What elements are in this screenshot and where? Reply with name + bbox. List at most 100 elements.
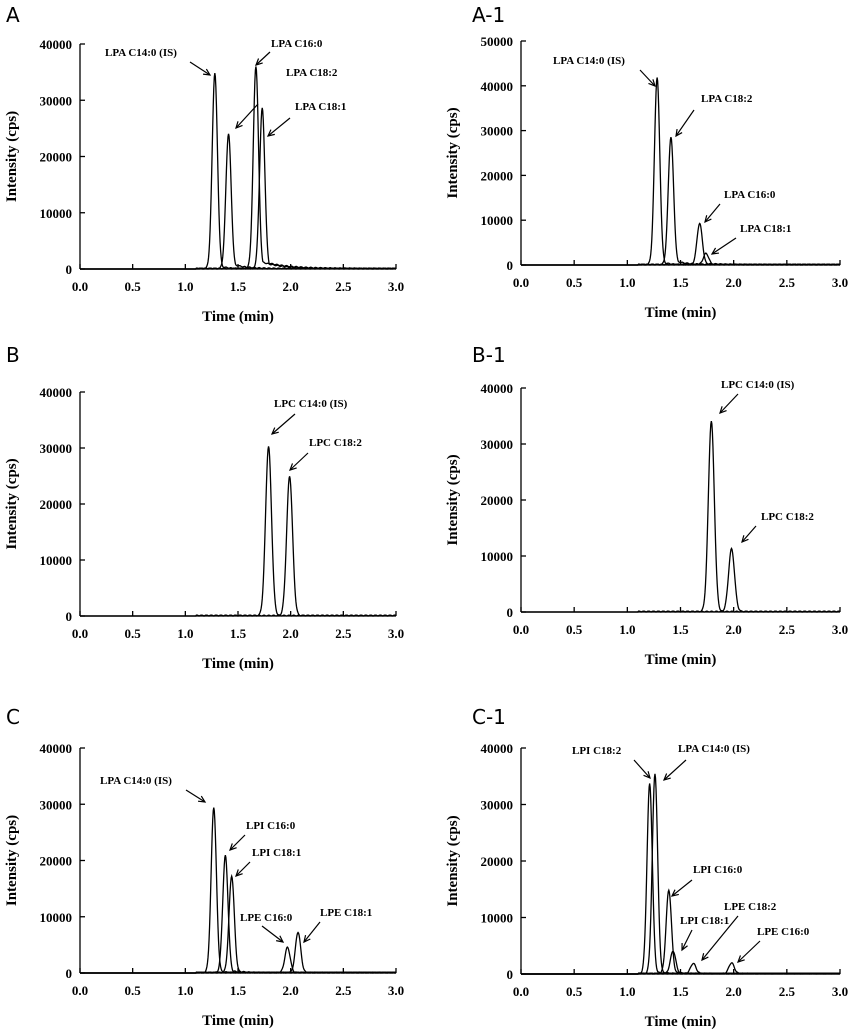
arrow-head xyxy=(701,953,709,962)
x-tick-label: 0.5 xyxy=(125,626,142,641)
x-tick-label: 2.5 xyxy=(779,984,796,999)
x-tick-label: 3.0 xyxy=(388,626,404,641)
x-tick-label: 3.0 xyxy=(388,279,404,294)
x-tick-label: 2.0 xyxy=(283,626,299,641)
arrow-line xyxy=(289,452,309,471)
y-tick-label: 30000 xyxy=(481,437,514,452)
x-tick-label: 2.0 xyxy=(283,279,299,294)
panel-b-1: B-1 0 10000 20000 30000 40000 0.0 0.5 1.0 1.5 2.0 2… xyxy=(445,343,848,668)
y-tick-label: 30000 xyxy=(40,441,73,456)
y-tick-label: 0 xyxy=(507,258,514,273)
arrow-line xyxy=(229,834,246,851)
arrow-line xyxy=(255,51,271,66)
trace-lpc-c18-2 xyxy=(80,476,397,617)
panel-c-1: C-1 0 10000 20000 30000 40000 0.0 0.5 1.0 1.5 2.0 2… xyxy=(445,705,848,1030)
y-tick-label: 30000 xyxy=(481,798,514,813)
arrow-head xyxy=(675,128,683,138)
trace-lpe-c16-0 xyxy=(521,962,841,975)
x-tick-label: 2.0 xyxy=(726,984,742,999)
x-tick-label: 2.5 xyxy=(335,626,352,641)
panel-a-1: A-1 0 10000 20000 30000 40000 50000 0.0 0.5 1.0 1.… xyxy=(445,3,848,321)
arrow-head xyxy=(670,889,679,897)
x-tick-label: 0.0 xyxy=(513,275,529,290)
y-axis-title: Intensity (cps) xyxy=(445,107,461,198)
peak-label: LPA C14:0 (IS) xyxy=(678,743,750,755)
x-tick-label: 1.0 xyxy=(619,622,635,637)
x-tick-label: 2.0 xyxy=(726,622,742,637)
arrow-head xyxy=(662,773,671,781)
trace-lpa-c14-0-is xyxy=(521,77,841,266)
arrow-line xyxy=(704,203,721,223)
panel-letter: A xyxy=(6,3,20,27)
trace-lpe-c18-1 xyxy=(80,931,397,974)
arrow-line xyxy=(681,929,693,951)
peak-label: LPC C14:0 (IS) xyxy=(274,398,348,410)
peak-label: LPA C18:1 xyxy=(740,223,791,235)
arrow-head xyxy=(276,935,285,943)
peak-label: LPE C18:2 xyxy=(724,901,777,913)
peak-label: LPA C18:2 xyxy=(701,93,753,105)
peak-label: LPC C14:0 (IS) xyxy=(721,379,795,391)
arrow-head xyxy=(254,58,263,66)
y-axis-title: Intensity (cps) xyxy=(4,815,20,906)
x-tick-label: 2.5 xyxy=(335,279,352,294)
y-tick-label: 0 xyxy=(66,609,73,624)
arrow-head xyxy=(648,79,656,88)
y-tick-label: 20000 xyxy=(40,150,73,165)
x-tick-label: 0.5 xyxy=(566,622,583,637)
peak-label: LPC C18:2 xyxy=(761,511,814,523)
x-tick-label: 1.5 xyxy=(672,275,689,290)
arrow-head xyxy=(737,955,745,963)
peak-label: LPI C18:1 xyxy=(252,847,301,859)
arrow-line xyxy=(185,789,206,803)
y-tick-label: 10000 xyxy=(40,910,73,925)
y-tick-label: 40000 xyxy=(481,381,514,396)
trace-lpa-c14-0-is xyxy=(521,773,841,975)
arrow-head xyxy=(197,795,207,803)
arrow-head xyxy=(288,463,297,471)
y-tick-label: 40000 xyxy=(40,385,73,400)
trace-lpi-c18-1 xyxy=(80,873,397,974)
peak-label: LPA C18:2 xyxy=(286,67,338,79)
trace-lpa-c14-0-is xyxy=(80,807,397,974)
x-axis-title: Time (min) xyxy=(202,1013,274,1029)
x-tick-label: 2.5 xyxy=(335,983,352,998)
y-tick-label: 20000 xyxy=(481,854,514,869)
y-tick-label: 10000 xyxy=(481,549,514,564)
arrow-head xyxy=(266,129,275,137)
arrow-line xyxy=(639,69,656,87)
x-tick-label: 2.5 xyxy=(779,275,796,290)
arrow-head xyxy=(229,843,237,851)
trace-lpa-c16-0 xyxy=(80,66,397,270)
peak-label: LPI C18:1 xyxy=(680,915,729,927)
x-tick-label: 1.0 xyxy=(177,279,193,294)
arrow-line xyxy=(303,921,321,943)
arrow-line xyxy=(271,413,296,435)
y-axis-title: Intensity (cps) xyxy=(445,815,461,906)
x-tick-label: 1.5 xyxy=(672,622,689,637)
arrow-head xyxy=(719,406,727,415)
y-tick-label: 40000 xyxy=(481,741,514,756)
peak-label: LPA C16:0 xyxy=(724,189,776,201)
y-tick-label: 10000 xyxy=(40,206,73,221)
arrow-line xyxy=(267,117,291,137)
x-tick-label: 0.5 xyxy=(566,984,583,999)
trace-lpi-c18-2 xyxy=(521,783,841,975)
trace-lpa-c18-1 xyxy=(80,107,397,270)
arrow-head xyxy=(710,247,720,255)
trace-lpa-c18-1 xyxy=(521,252,841,266)
peak-label: LPC C18:2 xyxy=(309,437,362,449)
x-tick-label: 1.5 xyxy=(672,984,689,999)
x-axis-title: Time (min) xyxy=(645,305,717,321)
trace-lpc-c18-2 xyxy=(521,546,841,613)
x-tick-label: 3.0 xyxy=(832,622,848,637)
panel-c: C 0 10000 20000 30000 40000 0.0 0.5 1.0 1.5 2.0 2.5… xyxy=(4,705,404,1029)
arrow-line xyxy=(663,759,687,781)
panel-letter: B xyxy=(6,343,20,367)
x-tick-label: 0.5 xyxy=(125,983,142,998)
x-tick-label: 0.0 xyxy=(513,622,529,637)
arrow-head xyxy=(303,935,311,944)
y-tick-label: 20000 xyxy=(481,493,514,508)
arrow-head xyxy=(235,869,243,877)
